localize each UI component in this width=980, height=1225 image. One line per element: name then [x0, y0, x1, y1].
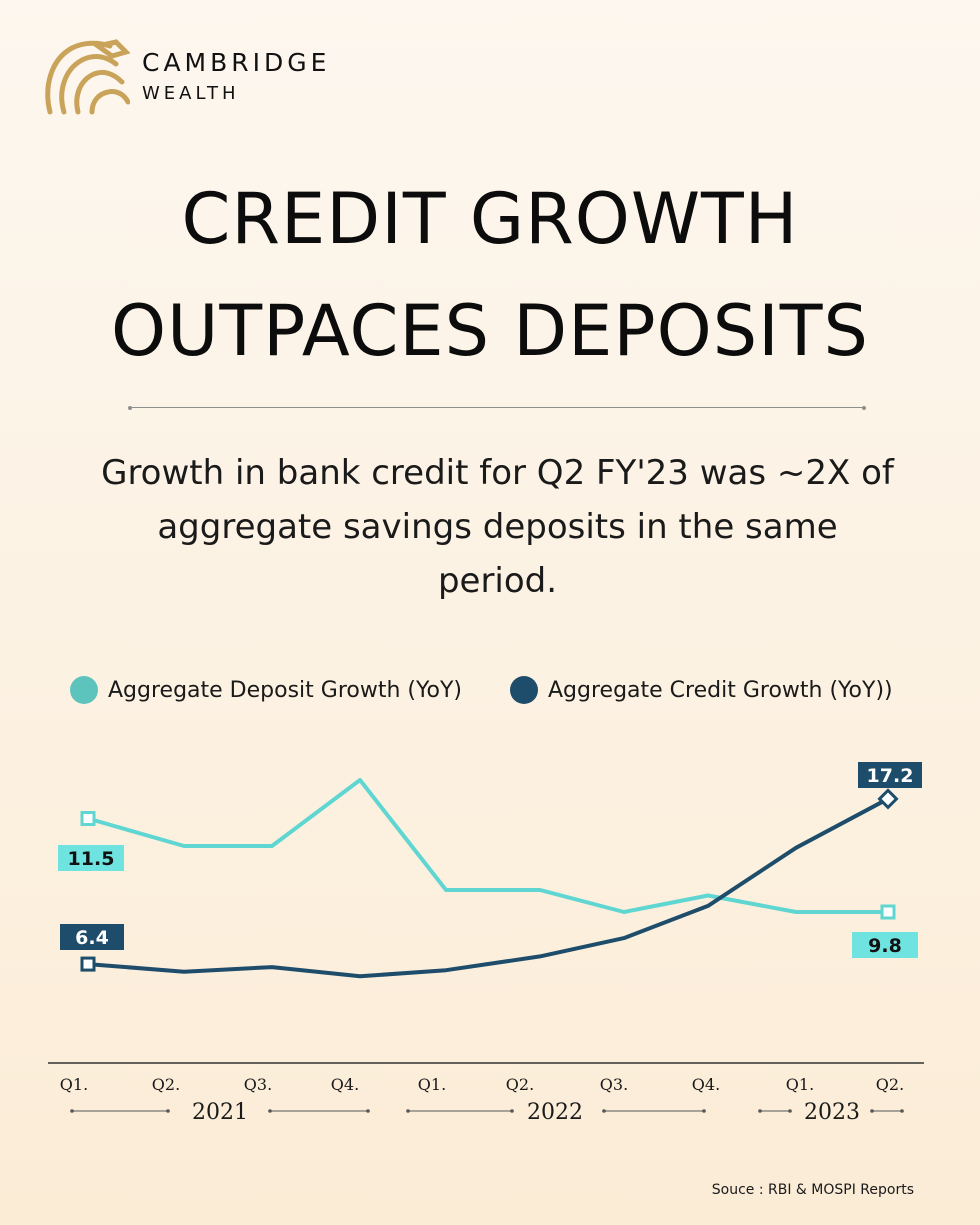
x-tick-label: Q4.: [692, 1075, 720, 1094]
data-label-box: [58, 845, 124, 871]
year-bracket-dot: [602, 1109, 606, 1113]
data-label: 9.8: [868, 935, 902, 957]
x-tick-label: Q4.: [331, 1075, 359, 1094]
x-tick-label: Q1.: [418, 1075, 446, 1094]
data-label-box: [858, 762, 922, 788]
brand-subname: WEALTH: [142, 83, 240, 104]
divider: [128, 405, 866, 410]
data-point-marker: [80, 811, 96, 826]
year-bracket-dot: [870, 1109, 874, 1113]
year-bracket-dot: [70, 1109, 74, 1113]
x-tick-label: Q1.: [60, 1075, 88, 1094]
page-title-line1: CREDIT GROWTH: [181, 178, 799, 260]
x-tick-label: Q1.: [786, 1075, 814, 1094]
year-bracket-dot: [366, 1109, 370, 1113]
x-tick-label: Q2.: [152, 1075, 180, 1094]
deposit-series-line: [86, 778, 890, 914]
legend-item-credit: Aggregate Credit Growth (YoY)): [510, 674, 893, 706]
year-bracket-dot: [758, 1109, 762, 1113]
x-tick-label: Q2.: [506, 1075, 534, 1094]
legend-label-credit: Aggregate Credit Growth (YoY)): [548, 677, 893, 703]
legend-swatch-deposit: [70, 676, 98, 704]
year-bracket-dot: [788, 1109, 792, 1113]
year-bracket-dot: [268, 1109, 272, 1113]
year-bracket-dot: [510, 1109, 514, 1113]
data-label: 6.4: [75, 927, 109, 949]
legend-label-deposit: Aggregate Deposit Growth (YoY): [108, 677, 462, 703]
data-point-marker: [80, 956, 96, 972]
data-label: 17.2: [867, 765, 914, 787]
year-bracket-dot: [702, 1109, 706, 1113]
data-label: 11.5: [68, 848, 115, 870]
brand-name: CAMBRIDGE: [142, 48, 331, 77]
page-title-line2: OUTPACES DEPOSITS: [111, 290, 869, 372]
data-point-marker: [880, 904, 896, 920]
credit-series-line: [86, 796, 890, 979]
year-bracket-dot: [406, 1109, 410, 1113]
year-bracket-dot: [900, 1109, 904, 1113]
x-tick-label: Q3.: [244, 1075, 272, 1094]
legend-swatch-credit: [510, 676, 538, 704]
year-bracket-dot: [166, 1109, 170, 1113]
data-label-box: [60, 924, 124, 950]
source-note: Souce : RBI & MOSPI Reports: [711, 1182, 914, 1198]
subtitle: Growth in bank credit for Q2 FY'23 was ~…: [101, 453, 894, 601]
data-label-box: [852, 932, 918, 958]
year-label: 2022: [527, 1100, 583, 1125]
x-tick-label: Q3.: [600, 1075, 628, 1094]
x-tick-label: Q2.: [876, 1075, 904, 1094]
year-label: 2023: [804, 1100, 860, 1125]
data-point-marker: [877, 788, 899, 810]
year-label: 2021: [192, 1100, 248, 1125]
lion-head-icon: [45, 39, 130, 115]
legend-item-deposit: Aggregate Deposit Growth (YoY): [70, 674, 462, 706]
